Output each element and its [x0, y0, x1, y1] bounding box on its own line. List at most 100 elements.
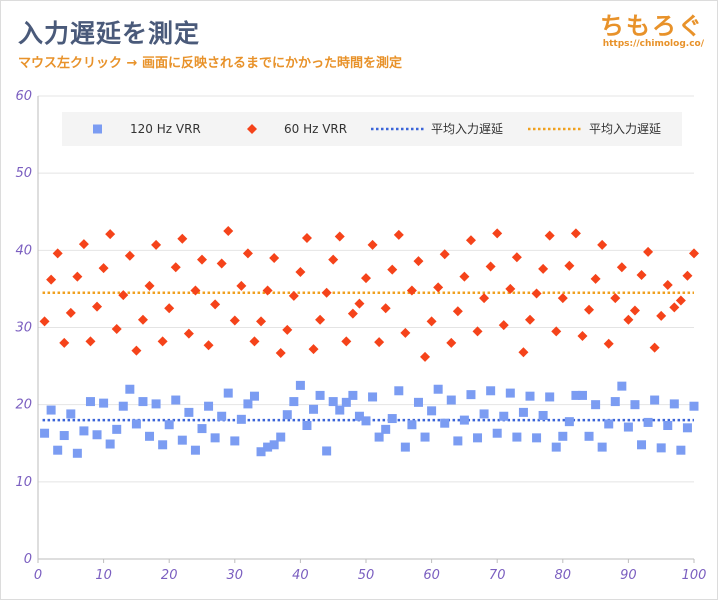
point-120hz	[466, 390, 476, 400]
x-tick-label-10: 10	[95, 568, 112, 583]
x-tick-label-70: 70	[489, 568, 506, 583]
point-120hz	[223, 388, 233, 398]
point-120hz	[420, 432, 430, 442]
point-120hz	[230, 436, 240, 446]
point-120hz	[518, 407, 528, 417]
point-60hz	[223, 226, 234, 237]
point-120hz	[440, 418, 450, 428]
point-60hz	[387, 264, 398, 275]
point-120hz	[427, 406, 437, 416]
point-120hz	[486, 386, 496, 396]
point-60hz	[183, 328, 194, 339]
point-60hz	[656, 310, 667, 321]
point-120hz	[335, 405, 345, 415]
point-60hz	[78, 239, 89, 250]
point-120hz	[374, 432, 384, 442]
legend: 120 Hz VRR 60 Hz VRR 平均入力遅延 平均入力遅延	[62, 112, 682, 146]
point-60hz	[420, 351, 431, 362]
point-60hz	[380, 303, 391, 314]
point-120hz	[164, 420, 174, 430]
point-60hz	[236, 280, 247, 291]
point-120hz	[643, 417, 653, 427]
point-60hz	[52, 248, 63, 259]
legend-label-avg-120hz: 平均入力遅延	[431, 122, 503, 136]
point-60hz	[538, 263, 549, 274]
point-60hz	[472, 326, 483, 337]
point-120hz	[249, 391, 259, 401]
point-60hz	[341, 336, 352, 347]
point-120hz	[105, 439, 115, 449]
point-60hz	[669, 302, 680, 313]
point-120hz	[617, 381, 627, 391]
point-60hz	[203, 340, 214, 351]
point-60hz	[92, 301, 103, 312]
point-60hz	[675, 295, 686, 306]
y-tick-label-40: 40	[15, 243, 32, 258]
point-120hz	[473, 433, 483, 443]
point-120hz	[118, 401, 128, 411]
point-60hz	[393, 229, 404, 240]
point-120hz	[407, 420, 417, 430]
point-120hz	[138, 397, 148, 407]
point-60hz	[551, 326, 562, 337]
point-120hz	[597, 442, 607, 452]
point-60hz	[197, 254, 207, 265]
point-120hz	[151, 399, 161, 409]
point-60hz	[269, 253, 280, 264]
point-60hz	[577, 330, 588, 341]
point-60hz	[610, 293, 621, 304]
point-60hz	[334, 231, 345, 242]
point-60hz	[485, 261, 496, 272]
point-120hz	[243, 399, 253, 409]
point-120hz	[459, 415, 469, 425]
point-120hz	[577, 390, 587, 400]
point-60hz	[295, 266, 306, 277]
point-60hz	[39, 316, 50, 327]
point-120hz	[40, 428, 50, 438]
point-60hz	[643, 246, 654, 257]
x-tick-label-90: 90	[620, 568, 637, 583]
site-logo: ちもろぐ https://chimolog.co/	[600, 6, 704, 49]
point-120hz	[125, 384, 135, 394]
point-120hz	[512, 432, 522, 442]
point-60hz	[275, 347, 286, 358]
point-60hz	[347, 308, 358, 319]
point-60hz	[242, 248, 253, 259]
point-60hz	[505, 283, 516, 294]
point-60hz	[636, 270, 647, 281]
data-points	[39, 226, 699, 458]
point-120hz	[637, 440, 647, 450]
point-120hz	[538, 410, 548, 420]
point-120hz	[505, 388, 515, 398]
point-120hz	[361, 416, 371, 426]
point-120hz	[158, 440, 168, 450]
point-60hz	[374, 337, 385, 348]
point-60hz	[282, 324, 293, 335]
point-120hz	[256, 447, 266, 457]
point-120hz	[184, 407, 194, 417]
logo-url: https://chimolog.co/	[602, 39, 704, 49]
point-60hz	[118, 290, 129, 301]
tick-labels: 0 10 20 30 40 50 60 0 10 20 30 40 50 60 70 80 90 100	[15, 89, 706, 583]
point-120hz	[551, 442, 561, 452]
point-60hz	[413, 256, 424, 267]
point-120hz	[322, 446, 332, 456]
point-120hz	[433, 384, 443, 394]
point-60hz	[262, 285, 273, 296]
point-120hz	[381, 424, 391, 434]
point-120hz	[236, 414, 246, 424]
point-120hz	[263, 442, 273, 452]
legend-label-avg-60hz: 平均入力遅延	[589, 122, 661, 136]
point-60hz	[452, 306, 463, 317]
point-120hz	[650, 395, 660, 405]
point-60hz	[426, 316, 437, 327]
point-120hz	[190, 445, 200, 455]
x-tick-label-100: 100	[682, 568, 707, 583]
point-60hz	[164, 303, 175, 314]
point-120hz	[46, 405, 56, 415]
point-60hz	[603, 338, 614, 349]
point-60hz	[433, 282, 444, 293]
point-120hz	[492, 428, 502, 438]
y-tick-label-10: 10	[15, 475, 32, 490]
legend-marker-120hz	[93, 124, 102, 134]
